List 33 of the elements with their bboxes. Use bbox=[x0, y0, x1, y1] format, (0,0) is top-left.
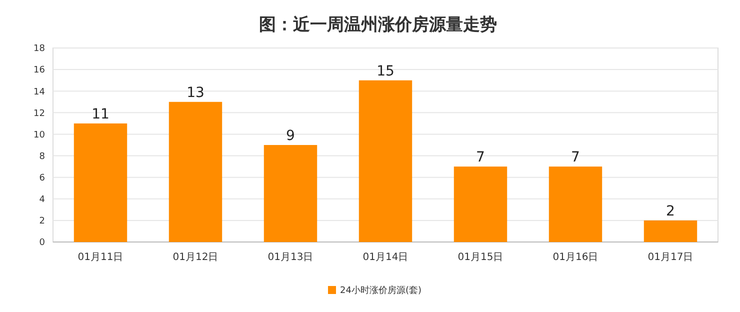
chart-title: 图：近一周温州涨价房源量走势 bbox=[259, 15, 497, 35]
y-tick-label: 18 bbox=[34, 44, 46, 54]
x-tick-label: 01月15日 bbox=[458, 252, 504, 263]
x-tick-label: 01月13日 bbox=[268, 252, 314, 263]
y-tick-label: 0 bbox=[39, 238, 46, 248]
data-label: 7 bbox=[571, 150, 580, 166]
y-tick-label: 14 bbox=[34, 87, 46, 98]
bar bbox=[644, 220, 698, 242]
x-tick-label: 01月14日 bbox=[362, 252, 408, 263]
y-tick-label: 10 bbox=[34, 130, 46, 140]
data-label: 11 bbox=[92, 106, 110, 122]
data-label: 2 bbox=[666, 203, 675, 220]
bar bbox=[358, 80, 412, 242]
x-tick-label: 01月11日 bbox=[78, 252, 124, 263]
data-label: 7 bbox=[476, 150, 485, 166]
data-label: 15 bbox=[376, 63, 394, 80]
bar bbox=[74, 123, 128, 242]
y-tick-label: 6 bbox=[39, 173, 46, 184]
y-tick-label: 8 bbox=[39, 152, 46, 162]
data-label: 9 bbox=[286, 128, 295, 144]
y-tick-label: 12 bbox=[34, 108, 45, 119]
x-tick-label: 01月12日 bbox=[172, 252, 218, 263]
x-tick-label: 01月16日 bbox=[552, 252, 598, 263]
y-tick-label: 2 bbox=[39, 216, 45, 227]
bar bbox=[548, 166, 602, 242]
bar bbox=[454, 166, 508, 242]
y-tick-label: 16 bbox=[34, 66, 46, 76]
legend-label: 24小时涨价房源(套) bbox=[340, 285, 422, 296]
bar bbox=[264, 145, 318, 242]
data-label: 13 bbox=[186, 84, 204, 101]
bar bbox=[168, 102, 222, 242]
y-tick-label: 4 bbox=[39, 195, 46, 206]
x-tick-label: 01月17日 bbox=[648, 252, 694, 263]
